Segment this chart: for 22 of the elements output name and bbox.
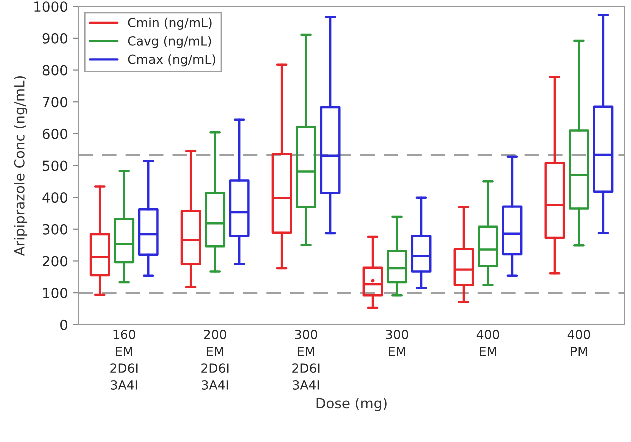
legend-label: Cavg (ng/mL): [128, 36, 212, 48]
x-tick-label: 160 EM 2D6I 3A4I: [110, 330, 138, 390]
y-tick-label: 100: [43, 288, 68, 299]
x-tick-label: 400 EM: [476, 330, 500, 356]
y-tick-label: 0: [60, 320, 68, 330]
y-tick-label: 600: [42, 128, 68, 140]
y-tick-label: 400: [42, 192, 68, 204]
y-tick-label: 1000: [34, 2, 68, 12]
x-axis-title: Dose (mg): [316, 398, 387, 412]
x-tick-label: 300 EM 2D6I 3A4I: [292, 330, 320, 390]
legend-label: Cmax (ng/mL): [128, 54, 216, 67]
x-tick-label: 400 PM: [568, 330, 590, 356]
y-tick-label: 300: [43, 224, 68, 235]
y-tick-label: 800: [42, 65, 68, 76]
y-tick-label: 700: [43, 97, 68, 108]
legend-label: Cmin (ng/mL): [128, 18, 212, 30]
y-tick-label: 900: [42, 33, 68, 44]
x-tick-label: 300 EM: [386, 330, 408, 356]
y-tick-label: 500: [43, 160, 68, 172]
x-tick-label: 200 EM 2D6I 3A4I: [202, 330, 229, 390]
y-tick-label: 200: [42, 256, 68, 267]
y-axis-title: Aripiprazole Conc (ng/mL): [14, 76, 28, 256]
